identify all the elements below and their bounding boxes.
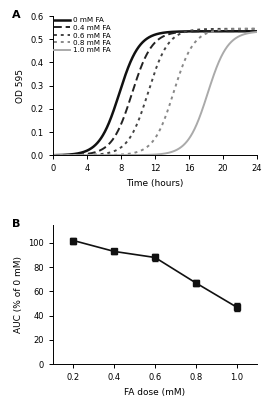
- Line: 0 mM FA: 0 mM FA: [53, 31, 257, 155]
- 0.6 mM FA: [210, 26, 214, 31]
- Legend: 0 mM FA, 0.4 mM FA, 0.6 mM FA, 0.8 mM FA, 1.0 mM FA: 0 mM FA, 0.4 mM FA, 0.6 mM FA, 0.8 mM FA…: [54, 17, 112, 54]
- 0.6 mM FA: [51, 153, 55, 158]
- 0.4 mM FA: [255, 29, 259, 34]
- 0 mM FA: [210, 29, 214, 34]
- 0.4 mM FA: [134, 80, 137, 85]
- 0.6 mM FA: [192, 28, 195, 32]
- X-axis label: FA dose (mM): FA dose (mM): [125, 388, 186, 396]
- 1.0 mM FA: [134, 153, 137, 158]
- 0 mM FA: [134, 49, 137, 54]
- 0.6 mM FA: [214, 26, 217, 31]
- 0.8 mM FA: [141, 147, 144, 152]
- 0.6 mM FA: [141, 106, 144, 111]
- 0.8 mM FA: [72, 153, 76, 158]
- Text: B: B: [12, 219, 21, 229]
- 1.0 mM FA: [255, 30, 259, 34]
- Y-axis label: OD 595: OD 595: [16, 69, 25, 103]
- 0.6 mM FA: [72, 153, 76, 158]
- 0.4 mM FA: [192, 29, 195, 34]
- 0.4 mM FA: [214, 29, 217, 34]
- 0.4 mM FA: [141, 60, 144, 65]
- 0 mM FA: [192, 29, 195, 34]
- 0.6 mM FA: [134, 125, 137, 130]
- 1.0 mM FA: [210, 77, 214, 82]
- 0.8 mM FA: [134, 150, 137, 155]
- 1.0 mM FA: [141, 153, 144, 158]
- 1.0 mM FA: [192, 130, 195, 134]
- 0.8 mM FA: [255, 26, 259, 31]
- 0.4 mM FA: [210, 29, 214, 34]
- Line: 0.6 mM FA: 0.6 mM FA: [53, 29, 257, 155]
- Line: 0.8 mM FA: 0.8 mM FA: [53, 29, 257, 155]
- 0.8 mM FA: [214, 28, 217, 33]
- 0.4 mM FA: [72, 152, 76, 157]
- 0 mM FA: [72, 152, 76, 156]
- Line: 0.4 mM FA: 0.4 mM FA: [53, 31, 257, 155]
- 1.0 mM FA: [214, 67, 217, 72]
- 0.8 mM FA: [210, 29, 214, 34]
- 0 mM FA: [51, 153, 55, 158]
- 0 mM FA: [141, 40, 144, 44]
- X-axis label: Time (hours): Time (hours): [126, 179, 184, 188]
- 0.8 mM FA: [192, 42, 195, 47]
- Line: 1.0 mM FA: 1.0 mM FA: [53, 32, 257, 155]
- 1.0 mM FA: [51, 153, 55, 158]
- 0 mM FA: [255, 29, 259, 34]
- 0.8 mM FA: [51, 153, 55, 158]
- 0.4 mM FA: [51, 153, 55, 158]
- 0.6 mM FA: [255, 26, 259, 31]
- Y-axis label: AUC (% of 0 mM): AUC (% of 0 mM): [14, 256, 23, 333]
- 1.0 mM FA: [72, 153, 76, 158]
- Text: A: A: [12, 10, 21, 20]
- 0 mM FA: [214, 29, 217, 34]
